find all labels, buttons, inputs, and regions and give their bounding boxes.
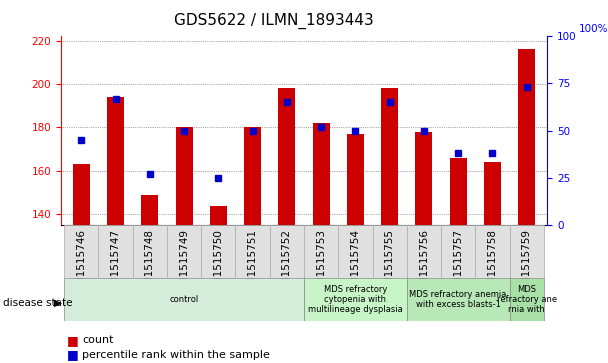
Bar (381, 88, 398, 225)
Bar (373, 225, 407, 278)
Bar (201, 225, 235, 278)
Text: GSM1515758: GSM1515758 (488, 229, 497, 299)
Bar (107, 97, 124, 225)
Bar (176, 127, 193, 225)
Bar (73, 164, 90, 225)
Text: GSM1515748: GSM1515748 (145, 229, 155, 299)
Text: 100%: 100% (579, 24, 608, 34)
Bar (210, 205, 227, 225)
Text: MDS refractory anemia
with excess blasts-1: MDS refractory anemia with excess blasts… (409, 290, 507, 309)
Bar (235, 225, 270, 278)
Bar (475, 225, 510, 278)
Bar (510, 278, 544, 321)
Bar (338, 225, 373, 278)
Bar (449, 158, 467, 225)
Text: GDS5622 / ILMN_1893443: GDS5622 / ILMN_1893443 (174, 13, 373, 29)
Text: disease state: disease state (3, 298, 72, 308)
Bar (64, 278, 304, 321)
Bar (415, 132, 432, 225)
Text: GSM1515756: GSM1515756 (419, 229, 429, 299)
Text: MDS refractory
cytopenia with
multilineage dysplasia: MDS refractory cytopenia with multilinea… (308, 285, 402, 314)
Bar (313, 123, 330, 225)
Text: GSM1515751: GSM1515751 (247, 229, 258, 299)
Text: control: control (170, 295, 199, 304)
Bar (518, 49, 535, 225)
Bar (167, 225, 201, 278)
Bar (64, 225, 98, 278)
Bar (244, 127, 261, 225)
Text: GSM1515747: GSM1515747 (111, 229, 120, 299)
Text: percentile rank within the sample: percentile rank within the sample (82, 350, 270, 360)
Text: GSM1515752: GSM1515752 (282, 229, 292, 299)
Text: GSM1515755: GSM1515755 (385, 229, 395, 299)
Bar (510, 225, 544, 278)
Bar (270, 225, 304, 278)
Text: GSM1515757: GSM1515757 (453, 229, 463, 299)
Bar (98, 225, 133, 278)
Bar (484, 162, 501, 225)
Text: GSM1515759: GSM1515759 (522, 229, 531, 299)
Bar (407, 278, 510, 321)
Bar (304, 278, 407, 321)
Text: ■: ■ (67, 348, 78, 362)
Bar (304, 225, 338, 278)
Text: MDS
refractory ane
rnia with: MDS refractory ane rnia with (497, 285, 557, 314)
Bar (347, 134, 364, 225)
Bar (141, 195, 159, 225)
Text: GSM1515750: GSM1515750 (213, 229, 223, 299)
Bar (278, 88, 295, 225)
Bar (441, 225, 475, 278)
Text: GSM1515746: GSM1515746 (77, 229, 86, 299)
Bar (133, 225, 167, 278)
Text: GSM1515749: GSM1515749 (179, 229, 189, 299)
Text: ■: ■ (67, 334, 78, 347)
Text: ▶: ▶ (54, 298, 63, 308)
Text: GSM1515753: GSM1515753 (316, 229, 326, 299)
Text: count: count (82, 335, 114, 346)
Text: GSM1515754: GSM1515754 (350, 229, 361, 299)
Bar (407, 225, 441, 278)
